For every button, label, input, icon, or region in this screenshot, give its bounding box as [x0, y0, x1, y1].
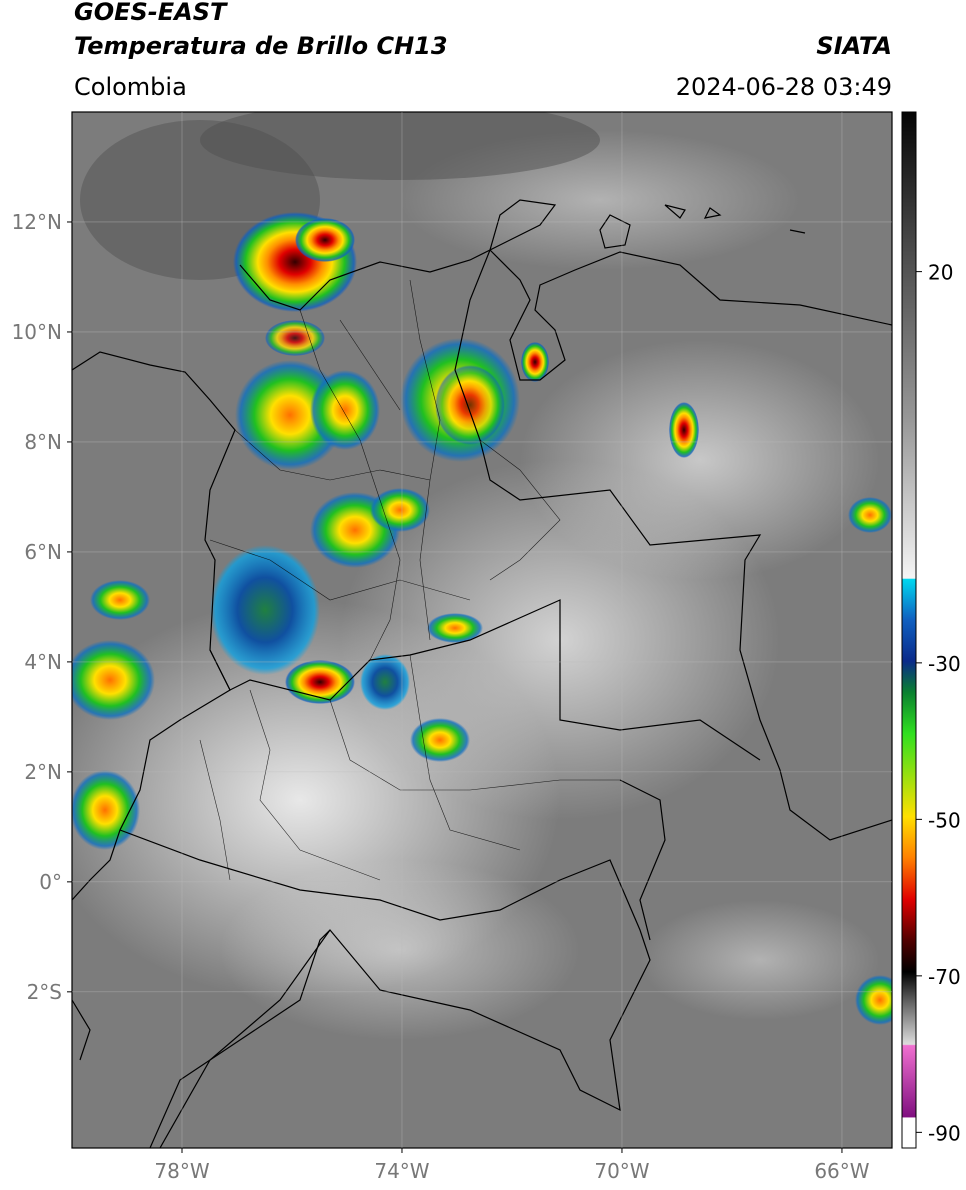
colorbar-tick-label: -50: [928, 808, 961, 832]
colorbar-tick-label: 20: [928, 261, 953, 285]
lat-tick-label: 12°N: [12, 210, 62, 234]
colorbar-tick-label: -30: [928, 652, 961, 676]
lon-tick-label: 70°W: [594, 1159, 649, 1183]
lon-tick-label: 78°W: [154, 1159, 209, 1183]
map-frame: [71, 111, 893, 1149]
map-imagery: [72, 112, 892, 1148]
title: GOES-EAST: [74, 0, 228, 26]
region: Colombia: [74, 73, 187, 101]
source: SIATA: [816, 32, 892, 60]
lat-tick-label: 6°N: [24, 540, 62, 564]
lon-tick-label: 74°W: [374, 1159, 429, 1183]
lat-tick-label: 0°: [39, 870, 62, 894]
lat-tick-label: 10°N: [12, 320, 62, 344]
colorbar-tick-label: -70: [928, 965, 961, 989]
lon-tick-label: 66°W: [814, 1159, 869, 1183]
lat-tick-label: 8°N: [24, 430, 62, 454]
datetime: 2024-06-28 03:49: [676, 73, 892, 101]
lat-tick-label: 4°N: [24, 650, 62, 674]
subtitle: Temperatura de Brillo CH13: [74, 32, 448, 60]
lat-tick-label: 2°S: [27, 980, 62, 1004]
colorbar: [901, 111, 917, 1149]
lat-tick-label: 2°N: [24, 760, 62, 784]
colorbar-tick-label: -90: [928, 1121, 961, 1145]
